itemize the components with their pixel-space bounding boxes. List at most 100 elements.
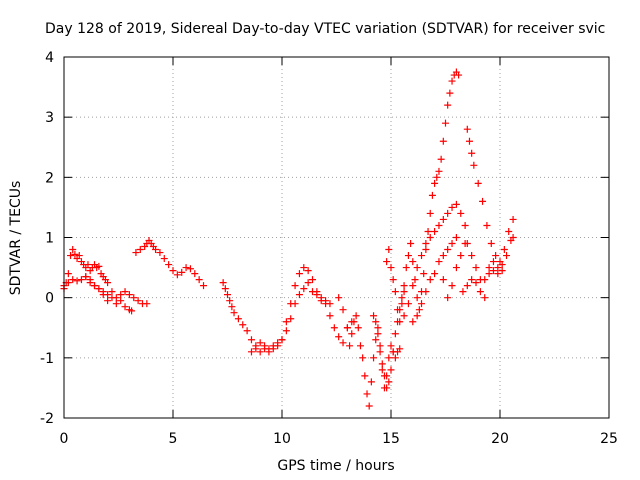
data-point <box>400 288 408 296</box>
data-point <box>422 246 430 254</box>
data-point <box>413 312 421 320</box>
data-point <box>104 297 112 305</box>
data-points <box>60 68 517 410</box>
data-point <box>396 318 404 326</box>
series-svic-e <box>219 264 356 353</box>
data-point <box>498 267 506 275</box>
data-point <box>485 270 493 278</box>
data-point <box>112 300 120 308</box>
series-svic-c <box>82 273 136 315</box>
data-point <box>378 360 386 368</box>
data-point <box>442 119 449 127</box>
data-point <box>413 294 421 302</box>
data-point <box>252 345 260 353</box>
data-point <box>383 384 391 392</box>
data-point <box>448 77 456 85</box>
data-point <box>186 265 194 273</box>
x-axis-label: GPS time / hours <box>277 458 394 474</box>
data-point <box>121 303 129 311</box>
data-point <box>169 267 177 275</box>
data-point <box>64 270 72 278</box>
data-point <box>383 258 391 266</box>
data-point <box>413 264 421 272</box>
data-point <box>391 288 399 296</box>
data-point <box>282 327 290 335</box>
grid-lines <box>64 57 609 418</box>
data-point <box>356 342 364 350</box>
data-point <box>274 342 282 350</box>
data-point <box>422 240 430 248</box>
data-point <box>481 294 489 302</box>
data-point <box>326 300 334 308</box>
data-point <box>234 315 242 323</box>
data-point <box>476 276 484 284</box>
data-point <box>394 306 402 314</box>
data-point <box>409 282 417 290</box>
data-point <box>428 191 436 199</box>
data-point <box>339 306 347 314</box>
data-point <box>389 348 397 356</box>
data-point <box>409 318 417 326</box>
data-point <box>300 264 308 272</box>
data-point <box>444 246 452 254</box>
data-point <box>295 291 303 299</box>
series-svic-n <box>463 240 506 302</box>
data-point <box>446 89 454 97</box>
data-point <box>376 342 384 350</box>
data-point <box>468 149 476 157</box>
data-point <box>374 324 382 332</box>
data-point <box>459 288 467 296</box>
data-point <box>69 246 77 254</box>
data-point <box>468 252 476 260</box>
data-point <box>247 336 255 344</box>
data-point <box>404 252 412 260</box>
data-point <box>73 277 81 285</box>
data-point <box>372 318 380 326</box>
data-point <box>130 294 138 302</box>
data-point <box>433 173 441 181</box>
data-point <box>431 179 439 187</box>
data-point <box>435 167 443 175</box>
data-point <box>195 276 203 284</box>
data-point <box>385 246 393 254</box>
data-point <box>448 203 456 211</box>
data-point <box>278 336 286 344</box>
data-point <box>418 300 426 308</box>
data-point <box>463 125 471 133</box>
data-point <box>117 291 125 299</box>
data-point <box>461 221 469 229</box>
y-tick-label-0: -2 <box>40 411 54 427</box>
x-tick-labels: 0 5 10 15 20 25 <box>60 431 618 447</box>
data-point <box>444 294 452 302</box>
data-point <box>152 246 160 254</box>
data-point <box>91 282 99 290</box>
data-point <box>435 221 443 229</box>
data-point <box>128 307 136 315</box>
data-point <box>226 297 234 305</box>
data-point <box>435 258 443 266</box>
y-tick-label-1: -1 <box>40 351 54 367</box>
data-point <box>191 270 199 278</box>
data-point <box>287 315 295 323</box>
data-point <box>483 221 491 229</box>
data-point <box>431 227 439 235</box>
data-point <box>309 288 317 296</box>
series-svic-j <box>400 200 469 320</box>
data-point <box>221 285 229 293</box>
data-point <box>457 252 465 260</box>
data-point <box>243 327 251 335</box>
data-point <box>448 240 456 248</box>
data-point <box>239 321 247 329</box>
data-point <box>407 240 415 248</box>
data-point <box>387 366 395 374</box>
series-svic-i <box>383 68 463 326</box>
data-point <box>487 240 495 248</box>
data-point <box>404 300 412 308</box>
x-tick-label-3: 15 <box>382 431 400 447</box>
data-point <box>391 354 399 362</box>
data-point <box>77 276 85 284</box>
data-point <box>200 282 208 290</box>
series-svic-f <box>247 279 334 356</box>
data-point <box>160 255 168 263</box>
data-point <box>300 285 308 293</box>
